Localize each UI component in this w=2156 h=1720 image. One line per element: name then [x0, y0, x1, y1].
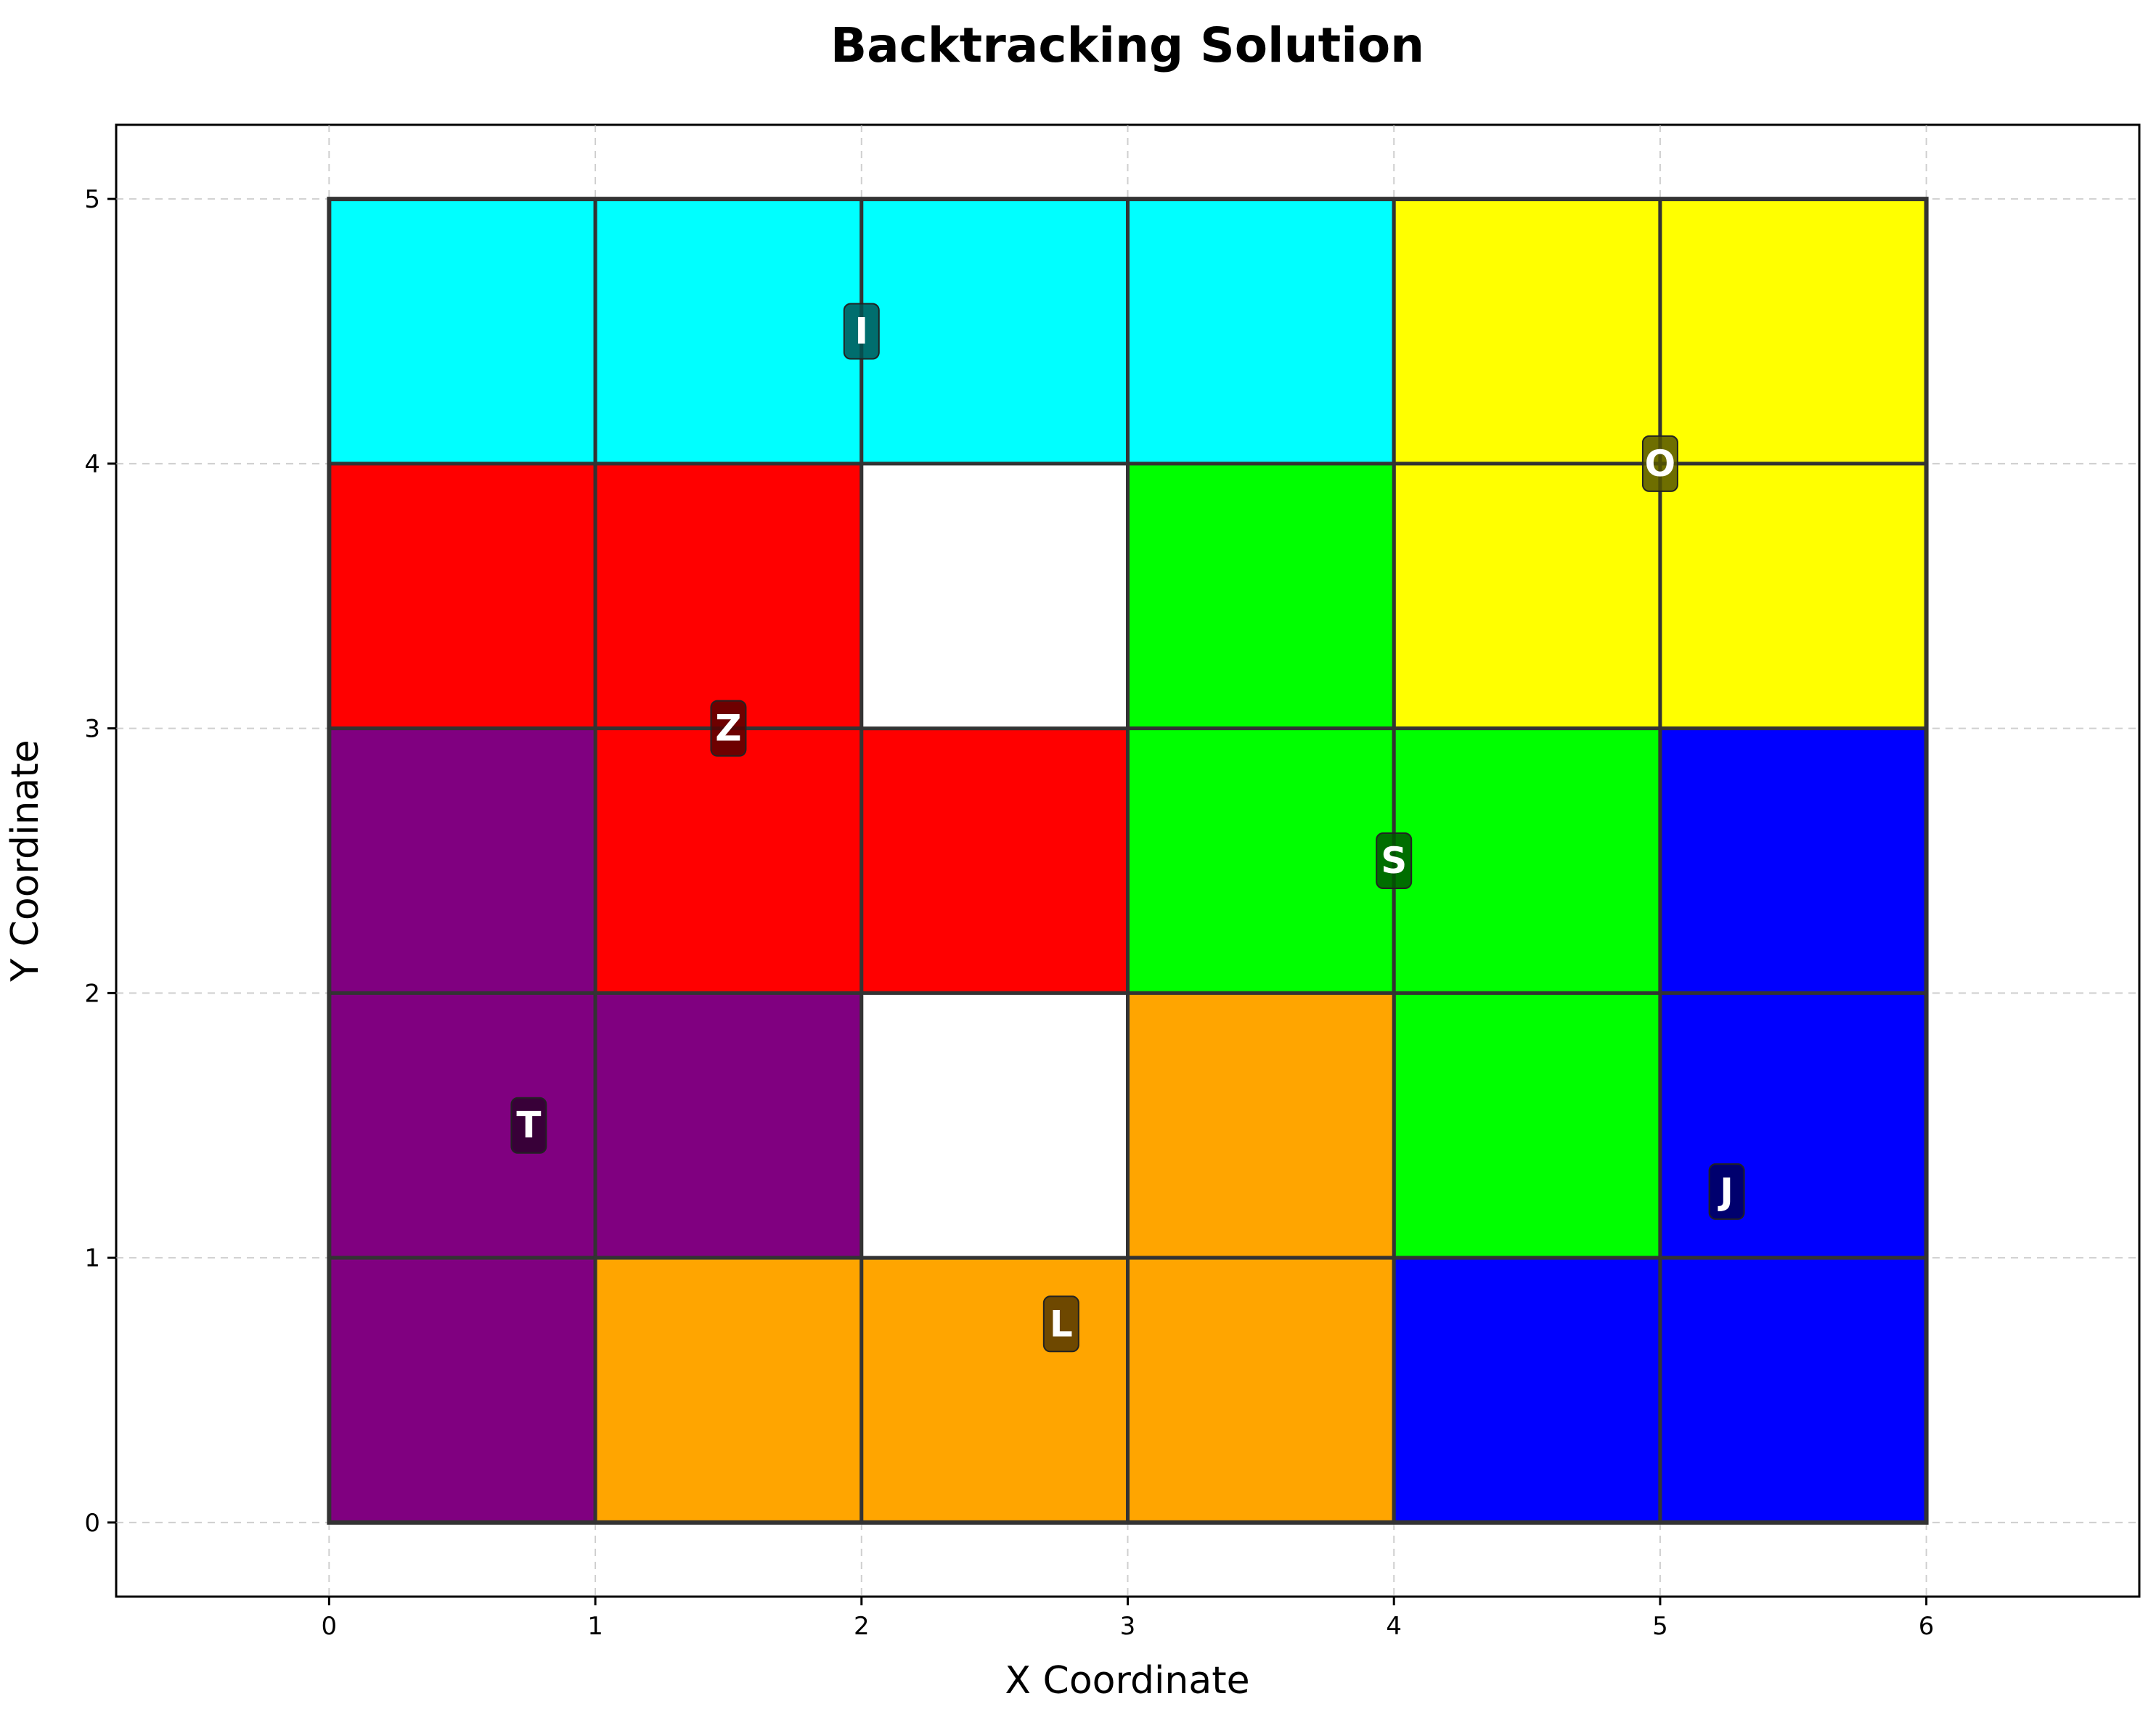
x-tick-label-2: 2: [854, 1612, 870, 1641]
piece-label-text-T: T: [516, 1105, 541, 1147]
piece-label-S: S: [1376, 832, 1413, 889]
piece-label-box-O: [1641, 435, 1678, 492]
piece-S-cell-2: [1392, 726, 1662, 995]
piece-L-cell-1: [593, 1256, 864, 1525]
x-tick-label-1: 1: [587, 1612, 603, 1641]
piece-J-cell-2: [1392, 1256, 1662, 1525]
piece-Z-cell-2: [593, 726, 864, 995]
piece-label-Z: Z: [710, 700, 747, 757]
piece-J-cell-3: [1658, 1256, 1929, 1525]
board-cells: [327, 197, 1929, 1525]
piece-L-cell-2: [859, 1256, 1130, 1525]
empty-cell-0: [859, 462, 1130, 731]
y-axis-label: Y Coordinate: [4, 740, 47, 982]
empty-cell-1: [859, 991, 1130, 1260]
piece-labels: I O Z S T L J: [510, 303, 1745, 1353]
piece-label-text-O: O: [1645, 443, 1676, 485]
piece-L-cell-3: [1126, 1256, 1396, 1525]
piece-Z-cell-1: [593, 462, 864, 731]
piece-I-cell-0: [327, 197, 597, 466]
y-tick-label-1: 1: [84, 1244, 100, 1273]
piece-T-cell-0: [327, 726, 597, 995]
piece-label-box-J: [1708, 1163, 1745, 1220]
piece-label-text-S: S: [1381, 840, 1407, 882]
piece-J-cell-0: [1658, 726, 1929, 995]
piece-T-cell-1: [327, 991, 597, 1260]
y-tick-label-0: 0: [84, 1509, 100, 1538]
y-tick-label-3: 3: [84, 715, 100, 744]
piece-label-box-Z: [710, 700, 747, 757]
piece-label-box-S: [1376, 832, 1413, 889]
x-tick-label-0: 0: [322, 1612, 338, 1641]
piece-T-cell-2: [593, 991, 864, 1260]
y-tick-label-5: 5: [84, 185, 100, 214]
piece-S-cell-1: [1126, 726, 1396, 995]
piece-label-text-I: I: [854, 311, 868, 353]
x-axis-label: X Coordinate: [1005, 1659, 1249, 1703]
piece-label-box-T: [510, 1097, 547, 1154]
piece-T-cell-3: [327, 1256, 597, 1525]
piece-label-box-I: [843, 303, 880, 360]
piece-label-L: L: [1042, 1295, 1079, 1353]
piece-label-text-J: J: [1718, 1171, 1734, 1213]
piece-label-T: T: [510, 1097, 547, 1154]
piece-I-cell-2: [859, 197, 1130, 466]
piece-L-cell-0: [1126, 991, 1396, 1260]
x-tick-label-4: 4: [1386, 1612, 1402, 1641]
piece-I-cell-1: [593, 197, 864, 466]
piece-Z-cell-0: [327, 462, 597, 731]
y-tick-label-2: 2: [84, 979, 100, 1008]
chart-title: Backtracking Solution: [830, 17, 1424, 73]
x-tick-label-5: 5: [1652, 1612, 1668, 1641]
piece-Z-cell-3: [859, 726, 1130, 995]
piece-label-text-L: L: [1050, 1303, 1073, 1345]
y-axis-ticks: 0 1 2 3 4 5: [84, 185, 116, 1538]
piece-J-cell-1: [1658, 991, 1929, 1260]
board-outline: [327, 197, 1929, 1525]
piece-label-box-L: [1042, 1295, 1079, 1353]
x-tick-label-3: 3: [1120, 1612, 1136, 1641]
piece-O-cell-0: [1392, 197, 1662, 466]
piece-label-I: I: [843, 303, 880, 360]
piece-label-text-Z: Z: [715, 708, 741, 750]
piece-label-O: O: [1641, 435, 1678, 492]
piece-label-J: J: [1708, 1163, 1745, 1220]
piece-O-cell-3: [1658, 462, 1929, 731]
piece-S-cell-0: [1126, 462, 1396, 731]
x-axis-ticks: 0 1 2 3 4 5 6: [322, 1597, 1935, 1641]
piece-O-cell-1: [1658, 197, 1929, 466]
piece-O-cell-2: [1392, 462, 1662, 731]
piece-S-cell-3: [1392, 991, 1662, 1260]
y-tick-label-4: 4: [84, 450, 100, 479]
piece-I-cell-3: [1126, 197, 1396, 466]
x-tick-label-6: 6: [1919, 1612, 1935, 1641]
